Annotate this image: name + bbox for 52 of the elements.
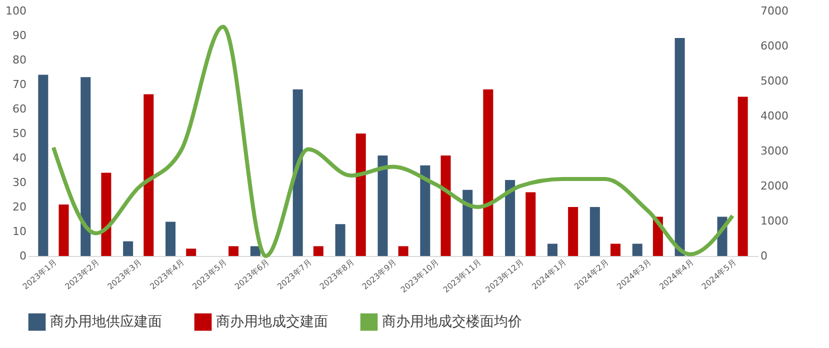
bar [313, 246, 324, 256]
legend-label: 商办用地成交建面 [216, 314, 328, 330]
y-tick-label: 80 [12, 54, 26, 66]
y-tick-label: 70 [12, 78, 26, 91]
bar [420, 165, 430, 256]
bar [80, 77, 91, 256]
y-tick-label: 90 [12, 29, 26, 42]
y2-tick-label: 2000 [760, 180, 788, 192]
y-tick-label: 20 [12, 200, 26, 214]
bar [123, 241, 134, 256]
bar [483, 89, 494, 256]
y2-tick-label: 0 [760, 250, 768, 262]
y-tick-label: 60 [12, 102, 26, 116]
bar [610, 244, 620, 256]
bar [674, 38, 685, 256]
bar [547, 244, 558, 256]
y-tick-label: 10 [12, 225, 26, 238]
bar [632, 244, 642, 256]
y2-tick-label: 5000 [760, 74, 788, 88]
bar [101, 172, 112, 256]
bar [590, 207, 600, 256]
bar [144, 94, 154, 256]
bar [228, 246, 239, 256]
line-series [51, 24, 735, 258]
bar [38, 74, 48, 256]
bar [335, 224, 346, 256]
y-tick-label: 50 [12, 127, 26, 140]
bar [440, 156, 451, 256]
bar [356, 134, 366, 256]
legend-label: 商办用地供应建面 [50, 314, 162, 330]
y-tick-label: 0 [20, 250, 26, 262]
y2-tick-label: 3000 [760, 144, 788, 158]
bar [58, 204, 69, 256]
bar [738, 96, 748, 256]
y2-tick-label: 1000 [760, 214, 788, 228]
y-tick-label: 100 [6, 4, 26, 18]
bar [568, 207, 578, 256]
bar [292, 89, 303, 256]
bar [398, 246, 408, 256]
bar [166, 222, 176, 256]
bar [250, 246, 260, 256]
legend-label: 商办用地成交楼面均价 [382, 314, 522, 330]
bar [462, 190, 473, 256]
y-tick-label: 30 [12, 176, 26, 189]
bar [526, 192, 536, 256]
y2-tick-label: 7000 [760, 4, 788, 18]
bar [505, 180, 516, 256]
bar [186, 248, 196, 256]
bar [378, 156, 388, 256]
y2-tick-label: 6000 [760, 40, 788, 52]
y2-tick-label: 4000 [760, 110, 788, 122]
y-tick-label: 40 [12, 152, 26, 164]
